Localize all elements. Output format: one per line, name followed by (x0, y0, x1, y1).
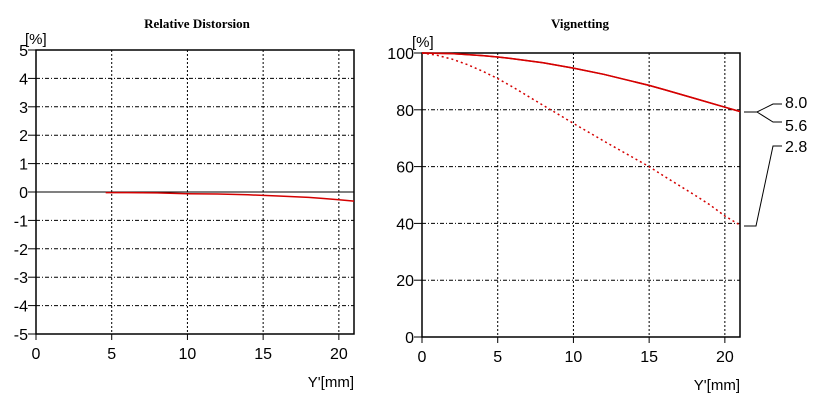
y-tick-label: -4 (14, 299, 28, 316)
legend-leader-8.0 (744, 103, 782, 113)
y-tick-label: 3 (19, 100, 28, 117)
y-tick-label: 40 (396, 216, 414, 233)
x-tick-label: 15 (640, 349, 658, 366)
x-tick-label: 10 (179, 346, 197, 363)
x-tick-label: 5 (107, 346, 116, 363)
y-tick-label: -5 (14, 327, 28, 344)
y-tick-label: 4 (19, 71, 28, 88)
y-axis-label: [%] (25, 31, 47, 48)
y-tick-label: -2 (14, 242, 28, 259)
legend: 8.0 5.6 2.8 (744, 95, 807, 227)
x-tick-label: 20 (330, 346, 348, 363)
chart-title: Relative Distorsion (144, 16, 251, 31)
plot-frame (421, 52, 741, 338)
vignetting-chart: Vignetting [%] Y'[mm] 0 5 10 15 20 100 80 60 40 2… (387, 16, 807, 394)
legend-label-5.6: 5.6 (785, 118, 807, 135)
legend-leader-5.6 (756, 111, 782, 123)
x-axis-label: Y'[mm] (308, 374, 354, 391)
y-axis-label: [%] (412, 34, 434, 51)
y-tick-label: 80 (396, 103, 414, 120)
legend-leader-2.8 (744, 145, 782, 227)
y-tick-label: 60 (396, 160, 414, 177)
legend-label-8.0: 8.0 (785, 95, 807, 112)
x-axis-label: Y'[mm] (694, 377, 740, 394)
plot-frame (35, 49, 355, 335)
series-line-5.6 (421, 52, 741, 113)
y-tick-label: 1 (19, 157, 28, 174)
chart-title: Vignetting (551, 16, 610, 31)
x-tick-label: 20 (716, 349, 734, 366)
series-line-2.8 (421, 52, 741, 226)
y-tick-label: 5 (19, 43, 28, 60)
distortion-chart: Relative Distorsion [%] Y'[mm] 0 5 10 15 205… (14, 16, 355, 391)
x-tick-label: 15 (254, 346, 272, 363)
legend-label-2.8: 2.8 (785, 139, 807, 156)
series-line-distortion (105, 191, 355, 202)
y-tick-label: -1 (14, 213, 28, 230)
x-tick-label: 0 (418, 349, 427, 366)
y-tick-label: 2 (19, 128, 28, 145)
y-tick-label: 0 (19, 185, 28, 202)
x-tick-label: 0 (32, 346, 41, 363)
y-tick-label: -3 (14, 270, 28, 287)
y-tick-label: 20 (396, 273, 414, 290)
y-tick-label: 0 (405, 330, 414, 347)
series-line-8.0 (421, 52, 741, 113)
x-tick-label: 10 (565, 349, 583, 366)
y-tick-label: 100 (387, 46, 414, 63)
x-tick-label: 5 (493, 349, 502, 366)
